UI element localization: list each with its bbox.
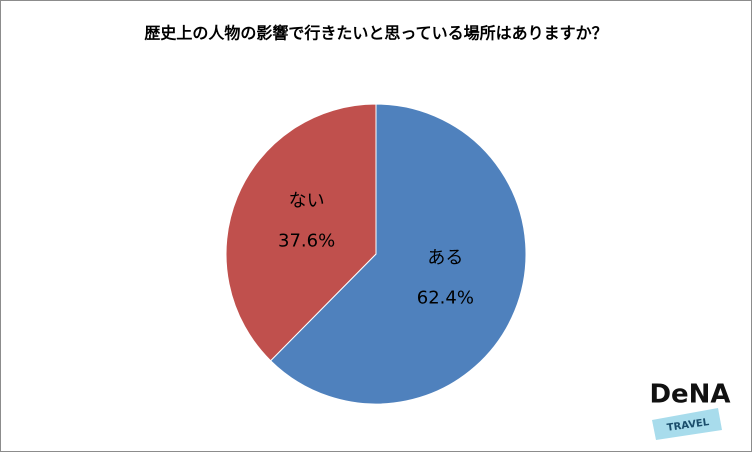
slice-value-label: 62.4% bbox=[417, 287, 474, 308]
logo-band bbox=[652, 408, 722, 440]
logo-name: DeNA bbox=[649, 380, 730, 410]
slice-value-label: 37.6% bbox=[278, 231, 335, 252]
logo: DeNA TRAVEL bbox=[649, 380, 731, 440]
slice-category-label: ない bbox=[289, 191, 325, 212]
slice-category-label: ある bbox=[427, 247, 463, 268]
pie-slice bbox=[269, 103, 527, 405]
pie-slice bbox=[225, 103, 377, 362]
chart-title: 歴史上の人物の影響で行きたいと思っている場所はありますか？ bbox=[144, 24, 607, 43]
